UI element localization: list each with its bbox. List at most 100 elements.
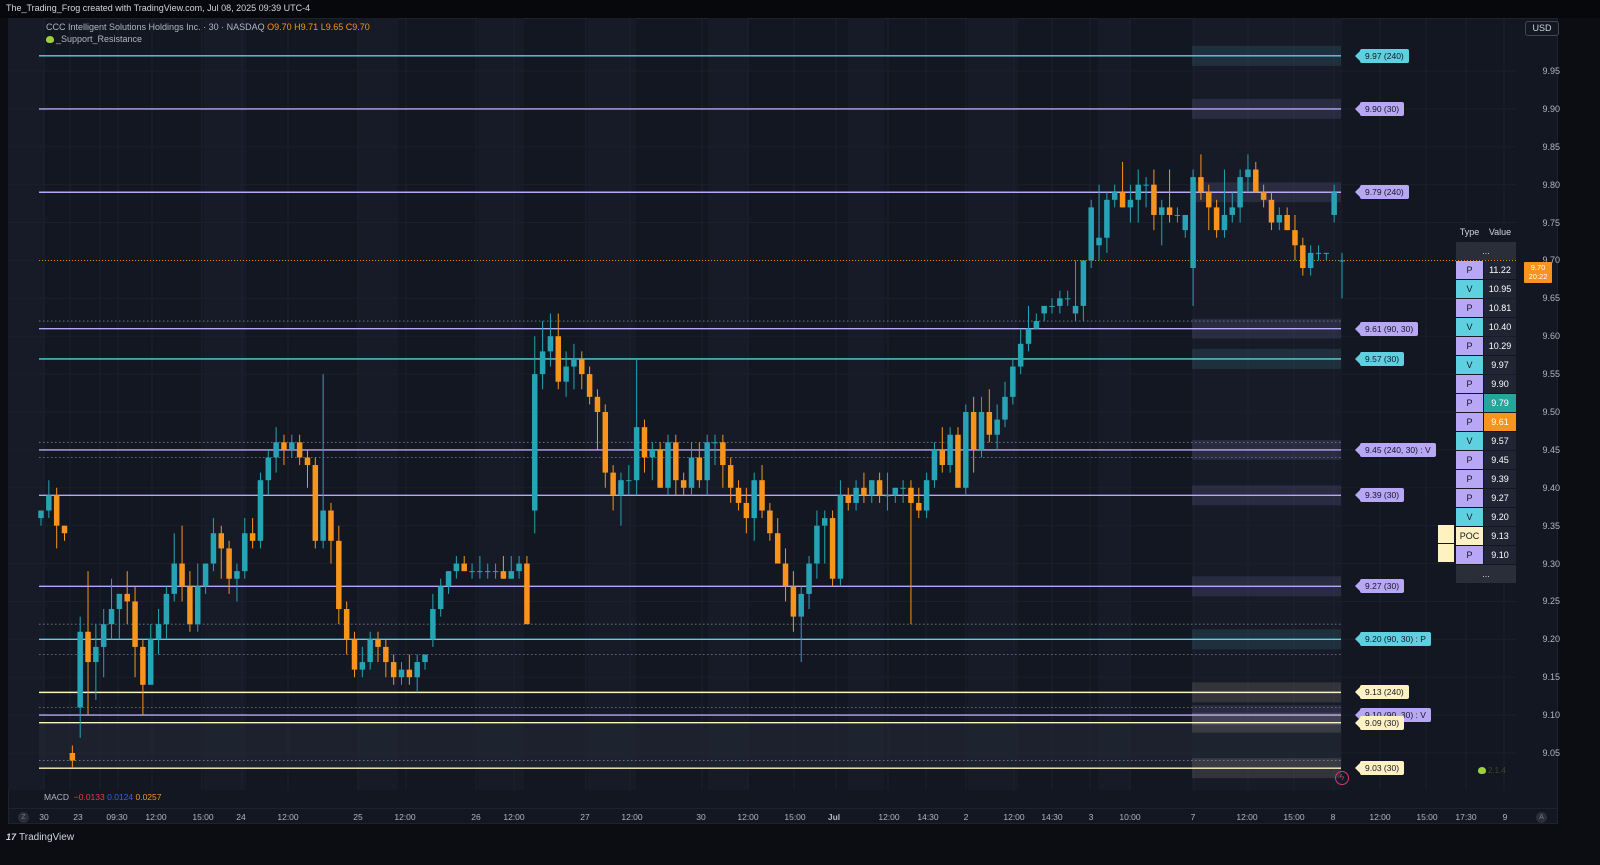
candle-body	[1057, 298, 1063, 306]
symbol-legend[interactable]: CCC Intelligent Solutions Holdings Inc. …	[46, 22, 370, 32]
candle-body	[555, 336, 562, 382]
candle	[861, 472, 867, 503]
time-tick: 12:00	[878, 812, 900, 822]
time-tick: 12:00	[394, 812, 416, 822]
candle	[790, 571, 797, 632]
watermark-version: 2.1.4	[1488, 766, 1506, 775]
candle-body	[798, 593, 804, 617]
time-tick: 15:00	[1416, 812, 1438, 822]
candle	[351, 631, 358, 678]
candle	[743, 487, 750, 534]
candle	[1229, 192, 1236, 223]
candle	[1143, 177, 1149, 208]
price-tick: 9.85	[1542, 141, 1560, 152]
candle-body	[171, 563, 177, 594]
candle-body	[351, 639, 358, 670]
time-tick: 12:00	[503, 812, 525, 822]
candle-body	[1284, 214, 1290, 231]
level-label: 9.90 (30)	[1354, 101, 1405, 116]
level-label: 9.57 (30)	[1354, 351, 1405, 366]
candle	[281, 434, 287, 466]
candle-body	[939, 449, 946, 466]
candle	[594, 389, 601, 450]
candle	[947, 427, 953, 473]
candle	[1206, 184, 1212, 231]
candle-body	[649, 449, 656, 458]
candle-body	[782, 563, 789, 587]
candle	[994, 404, 1000, 450]
frog-icon	[46, 36, 54, 43]
time-tick: 12:00	[277, 812, 299, 822]
frog-watermark-icon	[1478, 767, 1486, 774]
candle	[555, 313, 562, 390]
tradingview-brand: TradingView	[19, 832, 75, 843]
candle	[108, 578, 115, 640]
candle-body	[680, 480, 687, 488]
candle-body	[500, 571, 507, 579]
candle-body	[1111, 192, 1118, 200]
candle	[657, 442, 663, 488]
currency-button[interactable]: USD	[1525, 21, 1559, 36]
candle-body	[484, 571, 491, 573]
candle-body	[492, 571, 499, 573]
row-value: 9.61	[1484, 413, 1516, 431]
candle	[1072, 260, 1079, 322]
row-value: 10.29	[1484, 337, 1516, 355]
candle	[1276, 207, 1283, 231]
level-label: 9.97 (240)	[1355, 48, 1409, 63]
row-value: 9.13	[1484, 527, 1516, 545]
row-value: 9.79	[1484, 394, 1516, 412]
level-label: 9.13 (240)	[1355, 685, 1409, 700]
macd-legend[interactable]: MACD −0.0133 0.0124 0.0257	[44, 792, 161, 802]
tradingview-logo[interactable]: 17 TradingView	[6, 832, 74, 843]
candle	[712, 434, 718, 466]
lightning-icon[interactable]: ϟ	[1335, 771, 1349, 785]
poc-side-marker	[1438, 544, 1454, 562]
levels-table-row: V 9.57	[1456, 432, 1516, 450]
candle-body	[751, 480, 757, 519]
candle	[53, 487, 60, 549]
row-value: 9.97	[1484, 356, 1516, 374]
time-tick: 30	[696, 812, 706, 822]
price-tick: 9.20	[1542, 634, 1560, 645]
candle-body	[1049, 305, 1055, 307]
price-tick: 9.55	[1542, 369, 1560, 380]
candle	[1284, 207, 1290, 231]
price-pane[interactable]	[8, 18, 1516, 790]
row-type: P	[1456, 470, 1483, 488]
candle	[257, 472, 264, 549]
candle-body	[837, 495, 844, 579]
candle-body	[226, 548, 232, 579]
candle-body	[931, 449, 938, 481]
candle-body	[532, 374, 538, 511]
candle-body	[383, 646, 389, 663]
candle-body	[296, 442, 303, 458]
time-tick: 12:00	[621, 812, 643, 822]
candle-body	[923, 480, 930, 511]
candle	[579, 351, 585, 390]
row-value: 10.95	[1484, 280, 1516, 298]
candle-body	[1017, 343, 1024, 367]
candle	[296, 434, 303, 466]
frog-watermark: 2.1.4	[1478, 766, 1506, 775]
session-band	[8, 18, 44, 790]
zoom-button[interactable]: Z	[18, 812, 29, 823]
candle	[93, 624, 99, 700]
candle-body	[767, 510, 773, 534]
row-type: P	[1456, 299, 1483, 317]
auto-scale-button[interactable]: A	[1536, 812, 1547, 823]
price-tick: 9.35	[1542, 520, 1560, 531]
levels-table-row: P 11.22	[1456, 261, 1516, 279]
indicator-legend[interactable]: _Support_Resistance	[46, 34, 142, 44]
ohlc-high: H9.71	[294, 22, 319, 32]
candle-body	[422, 654, 428, 663]
time-axis[interactable]	[8, 808, 1558, 825]
candle	[798, 586, 804, 663]
candle-body	[916, 502, 922, 511]
candle	[1002, 381, 1008, 428]
candle-body	[547, 336, 554, 352]
candle	[508, 555, 514, 579]
level-label: 9.20 (90, 30) : P	[1355, 632, 1431, 647]
session-background	[8, 18, 1342, 790]
candle-body	[1276, 214, 1283, 223]
